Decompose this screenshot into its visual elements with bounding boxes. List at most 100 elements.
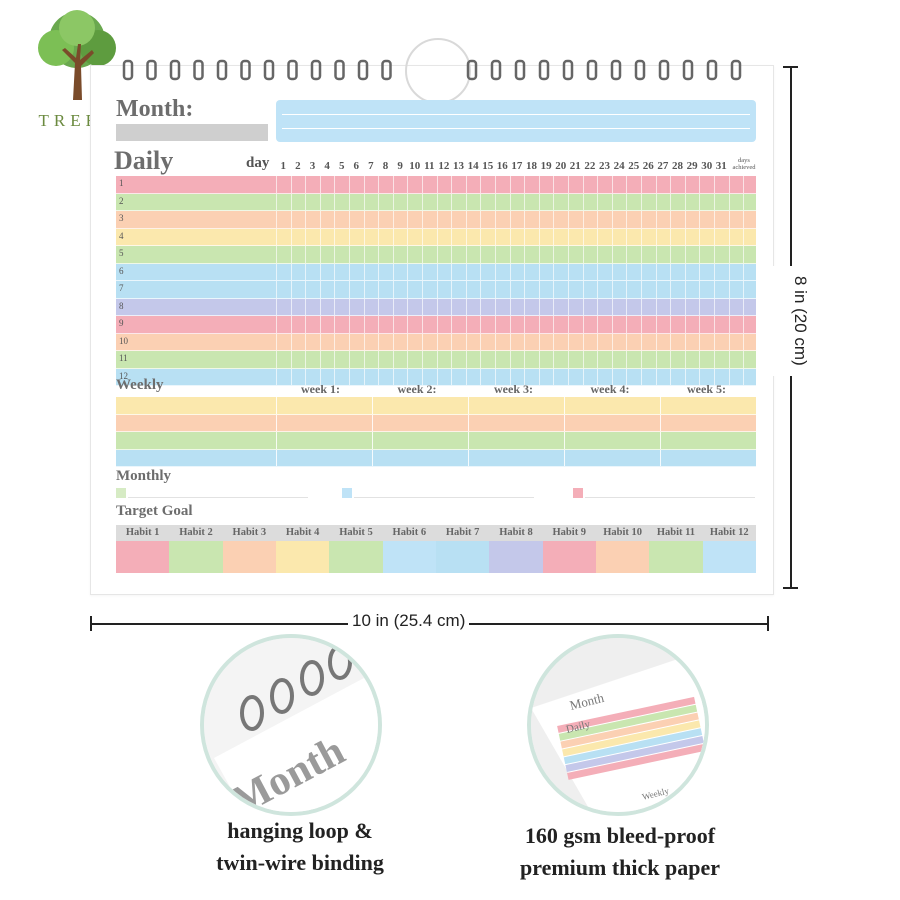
daily-row[interactable]: 7 [116,281,756,299]
weekly-row[interactable] [116,414,756,432]
habit-cell[interactable]: Habit 9 [542,525,596,573]
grid-divider [641,281,642,298]
daily-row[interactable]: 5 [116,246,756,264]
grid-divider [334,368,336,385]
grid-divider [568,263,569,280]
grid-divider [290,228,292,245]
habit-cell[interactable]: Habit 1 [116,525,170,573]
habit-cell[interactable]: Habit 8 [489,525,543,573]
grid-divider [436,176,438,193]
grid-divider [276,281,277,298]
binding-coil [169,59,181,81]
monthly-checkbox[interactable] [116,488,126,498]
grid-divider [363,316,365,333]
grid-divider [305,246,307,263]
daily-row[interactable]: 2 [116,193,756,211]
monthly-checkbox[interactable] [342,488,352,498]
weekly-row[interactable] [116,432,756,450]
weekly-row[interactable] [116,397,756,415]
grid-divider [465,351,467,368]
habit-color-swatch [702,541,756,573]
grid-divider [582,246,584,263]
grid-divider [743,368,745,385]
grid-divider [334,333,336,350]
grid-divider [451,176,453,193]
grid-divider [660,449,661,466]
grid-divider [553,368,555,385]
habit-cell[interactable]: Habit 6 [382,525,436,573]
grid-divider [714,246,715,263]
grid-divider [684,281,686,298]
grid-divider [641,211,642,228]
grid-divider [378,211,380,228]
daily-row[interactable]: 1 [116,176,756,194]
twin-wire-binding [122,59,742,81]
grid-divider [538,193,540,210]
habit-cell[interactable]: Habit 10 [595,525,650,573]
daily-row[interactable]: 3 [116,211,756,229]
grid-divider [641,193,642,210]
grid-divider [611,368,613,385]
grid-divider [582,351,584,368]
grid-divider [276,176,277,193]
day-number: 8 [382,160,389,172]
grid-divider [538,176,540,193]
daily-row[interactable]: 11 [116,351,756,369]
grid-divider [728,211,730,228]
binding-coil [634,59,646,81]
row-number: 9 [119,318,124,328]
grid-divider [641,246,642,263]
daily-row[interactable]: 10 [116,333,756,351]
grid-divider [349,351,350,368]
daily-row[interactable]: 12 [116,368,756,386]
grid-divider [611,228,613,245]
grid-divider [334,351,336,368]
grid-divider [276,414,277,431]
grid-divider [436,298,438,315]
grid-divider [684,211,686,228]
grid-divider [422,263,423,280]
grid-divider [363,228,365,245]
habit-cell[interactable]: Habit 2 [169,525,223,573]
day-number: 24 [613,160,625,172]
grid-divider [655,263,657,280]
grid-divider [699,351,701,368]
grid-divider [568,193,569,210]
day-number: 7 [368,160,374,172]
grid-divider [611,281,613,298]
daily-row[interactable]: 9 [116,316,756,334]
habit-cell[interactable]: Habit 12 [702,525,756,573]
daily-row[interactable]: 6 [116,263,756,281]
grid-divider [465,211,467,228]
grid-divider [465,176,467,193]
grid-divider [582,176,584,193]
grid-divider [597,298,599,315]
grid-divider [568,228,569,245]
habit-cell[interactable]: Habit 4 [275,525,330,573]
habit-cell[interactable]: Habit 7 [435,525,490,573]
grid-divider [378,368,380,385]
weekly-row[interactable] [116,449,756,467]
grid-divider [480,316,482,333]
habit-cell[interactable]: Habit 3 [222,525,276,573]
habit-cell[interactable]: Habit 11 [649,525,703,573]
grid-divider [407,211,409,228]
habit-cell[interactable]: Habit 5 [329,525,383,573]
grid-divider [276,333,277,350]
grid-divider [684,333,686,350]
grid-divider [553,211,555,228]
daily-row[interactable]: 4 [116,228,756,246]
grid-divider [670,368,672,385]
grid-divider [495,368,496,385]
daily-row[interactable]: 8 [116,298,756,316]
grid-divider [538,368,540,385]
grid-divider [568,316,569,333]
grid-divider [670,281,672,298]
grid-divider [495,228,496,245]
binding-coil [658,59,670,81]
monthly-checkbox[interactable] [573,488,583,498]
grid-divider [495,193,496,210]
grid-divider [597,351,599,368]
grid-divider [743,193,745,210]
day-number: 18 [525,160,537,172]
